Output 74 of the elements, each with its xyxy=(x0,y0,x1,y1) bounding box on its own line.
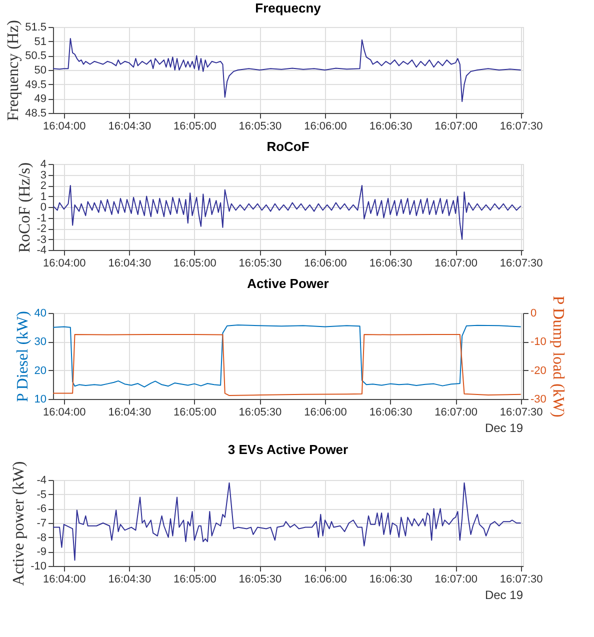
x-tick-label: 16:07:30 xyxy=(500,574,543,586)
y-tick-label: 49.5 xyxy=(25,78,46,91)
text: Dec 19 xyxy=(484,421,524,435)
x-tick-label: 16:05:00 xyxy=(174,258,216,270)
x-tick-label: 16:04:30 xyxy=(108,120,152,132)
y-tick-label: -3 xyxy=(36,234,46,246)
y-tick-label: 4 xyxy=(40,158,46,170)
x-tick-label: 16:07:30 xyxy=(500,258,543,270)
x-tick-label: 16:05:30 xyxy=(238,120,282,132)
x-tick-label: 16:05:30 xyxy=(238,406,282,418)
y-tick-label: 20 xyxy=(34,364,46,377)
x-tick-label: 16:04:00 xyxy=(42,258,86,270)
y-tick-label: 48.5 xyxy=(25,108,46,120)
chart-title: Frequecny xyxy=(255,0,322,16)
x-tick-label: 16:05:30 xyxy=(238,258,282,270)
y-axis-title: Frequency (Hz) xyxy=(5,20,22,121)
y2-tick-label: -20 xyxy=(530,364,546,377)
y-tick-label: -9 xyxy=(36,546,46,558)
y-axis-title: Active power (kW) xyxy=(10,461,28,586)
x-tick-label: 16:07:30 xyxy=(500,120,543,132)
y2-tick-label: -30 xyxy=(530,394,546,406)
chart-title: 3 EVs Active Power xyxy=(228,442,348,457)
x-tick-label: 16:04:00 xyxy=(42,120,86,132)
y-tick-label: 0 xyxy=(40,202,46,214)
y-tick-label: -5 xyxy=(36,488,46,501)
x-tick-label: 16:06:00 xyxy=(304,258,347,270)
y-tick-label: 40 xyxy=(34,308,46,320)
x-tick-label: 16:06:30 xyxy=(369,406,412,418)
y2-tick-label: -10 xyxy=(530,336,546,348)
x-tick-label: 16:04:00 xyxy=(42,406,86,418)
y-tick-label: -1 xyxy=(36,212,46,224)
x-tick-label: 16:05:00 xyxy=(174,120,216,132)
chart-title: RoCoF xyxy=(266,139,310,154)
x-tick-label: 16:06:00 xyxy=(304,574,347,586)
y-tick-label: -6 xyxy=(36,503,46,516)
x-tick-label: 16:06:00 xyxy=(304,120,347,132)
x-tick-label: 16:07:00 xyxy=(434,574,478,586)
y-tick-label: 51.5 xyxy=(25,22,46,34)
y-tick-label: 10 xyxy=(34,394,46,406)
y-tick-label: -10 xyxy=(30,560,46,572)
y-tick-label: -8 xyxy=(36,532,46,544)
x-tick-label: 16:05:00 xyxy=(174,574,216,586)
x-tick-label: 16:04:30 xyxy=(108,258,152,270)
y-tick-label: 1 xyxy=(40,190,46,203)
x-tick-label: 16:07:00 xyxy=(434,406,478,418)
y2-tick-label: 0 xyxy=(530,308,537,320)
y-tick-label: 30 xyxy=(34,336,46,348)
x-tick-label: 16:07:30 xyxy=(500,406,543,418)
x-tick-label: 16:06:00 xyxy=(304,406,347,418)
y-tick-label: 49 xyxy=(34,93,46,106)
y-tick-label: -4 xyxy=(36,244,46,256)
y-tick-label: 51 xyxy=(34,36,46,48)
y-tick-label: 2 xyxy=(40,180,46,192)
y-tick-label: 50 xyxy=(34,64,46,76)
x-tick-label: 16:04:00 xyxy=(42,574,86,586)
chart-title: Active Power xyxy=(247,276,329,291)
x-tick-label: 16:04:30 xyxy=(108,406,152,418)
y-axis-title: RoCoF (Hz/s) xyxy=(16,162,34,253)
y-tick-label: -7 xyxy=(36,518,46,530)
y-tick-label: -2 xyxy=(36,223,46,235)
x-tick-label: 16:06:30 xyxy=(369,258,412,270)
x-tick-label: 16:05:30 xyxy=(238,574,282,586)
x-tick-label: 16:07:00 xyxy=(434,258,478,270)
x-tick-label: 16:06:30 xyxy=(369,574,412,586)
y-axis-title: P Diesel (kW) xyxy=(14,311,32,402)
y-tick-label: 50.5 xyxy=(25,50,46,62)
x-tick-label: 16:07:00 xyxy=(434,120,478,132)
y-tick-label: 3 xyxy=(40,169,46,182)
y2-axis-title: P Dump load (kW) xyxy=(549,296,566,418)
text: Dec 19 xyxy=(484,588,524,602)
x-tick-label: 16:04:30 xyxy=(108,574,152,586)
y-tick-label: -4 xyxy=(36,474,46,486)
x-tick-label: 16:05:00 xyxy=(174,406,216,418)
x-tick-label: 16:06:30 xyxy=(369,120,412,132)
